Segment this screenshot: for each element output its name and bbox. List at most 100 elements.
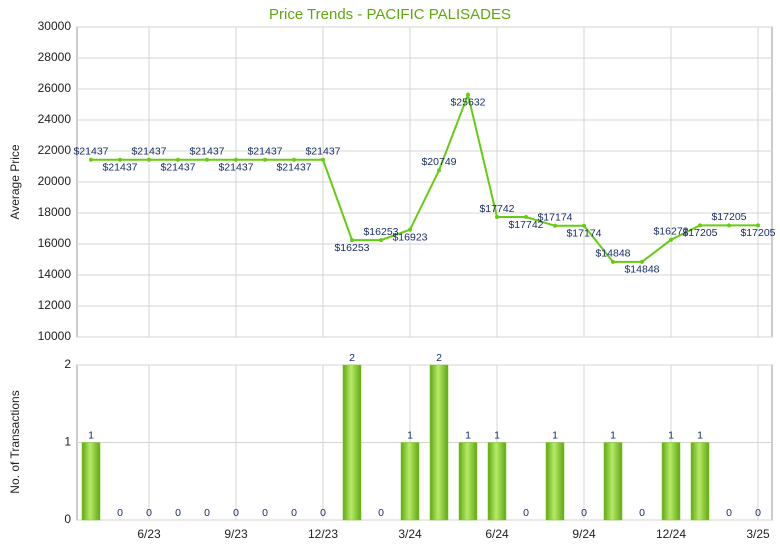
value-label: 1: [407, 429, 413, 441]
point: [495, 214, 499, 219]
value-label: $16923: [392, 231, 427, 243]
value-label: 1: [552, 429, 558, 441]
point: [582, 223, 586, 228]
value-label: $14848: [595, 248, 630, 260]
y-tick-label: 1: [64, 435, 71, 449]
point: [321, 157, 325, 162]
bar: [603, 442, 623, 521]
x-tick-label: 9/24: [572, 527, 596, 541]
point: [89, 157, 93, 162]
value-label: 0: [146, 507, 152, 519]
bar: [487, 442, 507, 521]
y-axis-label: Average Price: [8, 144, 22, 219]
value-label: 0: [204, 507, 210, 519]
y-tick-label: 26000: [38, 81, 72, 95]
value-label: $17742: [479, 203, 514, 215]
bar: [661, 442, 681, 521]
point: [408, 227, 412, 232]
y-tick-label: 24000: [38, 112, 72, 126]
y-axis-label: No. of Transactions: [8, 390, 22, 493]
value-label: $17742: [508, 219, 543, 231]
x-tick-label: 3/25: [746, 527, 770, 541]
bar: [400, 442, 420, 521]
chart-title: Price Trends - PACIFIC PALISADES: [269, 6, 511, 23]
value-label: 0: [175, 507, 181, 519]
point: [640, 259, 644, 264]
point: [524, 214, 528, 219]
value-label: 0: [378, 507, 384, 519]
x-tick-label: 6/24: [485, 527, 509, 541]
point: [234, 157, 238, 162]
value-label: 1: [668, 429, 674, 441]
y-tick-label: 16000: [38, 236, 72, 250]
point: [379, 238, 383, 243]
value-label: $20749: [421, 156, 456, 168]
value-label: 0: [639, 507, 645, 519]
value-label: $14848: [624, 264, 659, 276]
point: [553, 223, 557, 228]
value-label: $16253: [334, 242, 369, 254]
value-label: $21437: [160, 162, 195, 174]
x-tick-label: 9/23: [224, 527, 248, 541]
value-label: $17205: [711, 211, 746, 223]
y-tick-label: 2: [64, 357, 71, 371]
value-label: 0: [523, 507, 529, 519]
y-tick-label: 14000: [38, 267, 72, 281]
value-label: 0: [233, 507, 239, 519]
value-label: $21437: [218, 162, 253, 174]
value-label: $21437: [276, 162, 311, 174]
value-label: $21437: [247, 146, 282, 158]
line: [91, 91, 758, 263]
bar: [429, 364, 449, 521]
y-tick-label: 12000: [38, 298, 72, 312]
value-label: $16272: [653, 226, 688, 238]
value-label: 0: [320, 507, 326, 519]
value-label: $17205: [682, 227, 717, 239]
y-tick-label: 30000: [38, 19, 72, 33]
x-tick-label: 12/23: [308, 527, 338, 541]
value-label: $21437: [131, 146, 166, 158]
bar: [81, 442, 101, 521]
value-label: $17205: [740, 227, 775, 239]
value-label: $17174: [566, 228, 601, 240]
point: [437, 168, 441, 173]
point: [727, 223, 731, 228]
y-tick-label: 0: [64, 512, 71, 526]
point: [350, 238, 354, 243]
point: [698, 223, 702, 228]
y-tick-label: 28000: [38, 50, 72, 64]
value-label: $17174: [537, 212, 572, 224]
bar: [342, 364, 362, 521]
point: [466, 92, 470, 97]
value-label: 0: [755, 507, 761, 519]
value-label: 1: [465, 429, 471, 441]
x-tick-label: 6/23: [137, 527, 161, 541]
value-label: 1: [697, 429, 703, 441]
point: [263, 157, 267, 162]
value-label: 0: [117, 507, 123, 519]
value-label: 1: [88, 429, 94, 441]
point: [669, 237, 673, 242]
value-label: $21437: [73, 146, 108, 158]
value-label: 2: [349, 352, 355, 364]
value-label: 2: [436, 352, 442, 364]
x-tick-label: 12/24: [656, 527, 686, 541]
point: [292, 157, 296, 162]
y-tick-label: 10000: [38, 329, 72, 343]
point: [611, 259, 615, 264]
value-label: $21437: [189, 146, 224, 158]
value-label: 0: [581, 507, 587, 519]
value-label: $21437: [305, 146, 340, 158]
bar: [545, 442, 565, 521]
bar: [690, 442, 710, 521]
value-label: 0: [291, 507, 297, 519]
point: [756, 223, 760, 228]
x-tick-label: 3/24: [398, 527, 422, 541]
point: [118, 157, 122, 162]
y-tick-label: 22000: [38, 143, 72, 157]
value-label: $16253: [363, 226, 398, 238]
point: [176, 157, 180, 162]
point: [147, 157, 151, 162]
point: [205, 157, 209, 162]
